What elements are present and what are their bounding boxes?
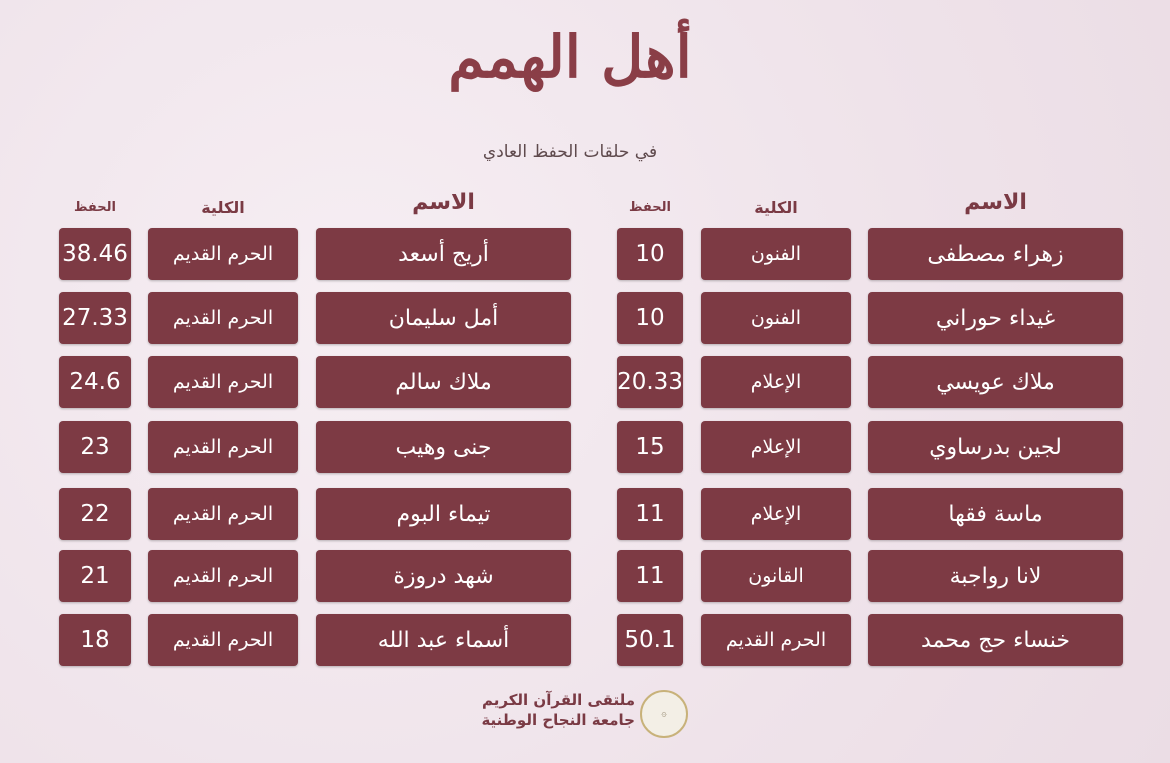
left-table-score-cell: 27.33 (59, 292, 131, 344)
left-table-name-cell: أمل سليمان (316, 292, 571, 344)
right-table-college-cell: القانون (701, 550, 851, 602)
left-table-college-cell: الحرم القديم (148, 228, 298, 280)
right-table-college-cell: الإعلام (701, 356, 851, 408)
footer-text: ملتقى القرآن الكريم جامعة النجاح الوطنية (480, 690, 635, 730)
left-table-score-cell: 38.46 (59, 228, 131, 280)
right-table-college-cell: الحرم القديم (701, 614, 851, 666)
right-table-name-cell: غيداء حوراني (868, 292, 1123, 344)
right-table-name-cell: ماسة فقها (868, 488, 1123, 540)
left-table-score-cell: 22 (59, 488, 131, 540)
left-table-name-cell: أسماء عبد الله (316, 614, 571, 666)
right-table-college-cell: الإعلام (701, 421, 851, 473)
left-header-name: الاسم (412, 190, 475, 215)
right-table-college-cell: الإعلام (701, 488, 851, 540)
page-subtitle: في حلقات الحفظ العادي (482, 142, 658, 162)
left-table-score-cell: 24.6 (59, 356, 131, 408)
left-table-score-cell: 23 (59, 421, 131, 473)
left-table-name-cell: ملاك سالم (316, 356, 571, 408)
left-header-college: الكلية (201, 198, 245, 217)
right-table-score-cell: 20.33 (617, 356, 683, 408)
right-table-score-cell: 50.1 (617, 614, 683, 666)
right-table-name-cell: ملاك عويسي (868, 356, 1123, 408)
right-table-score-cell: 15 (617, 421, 683, 473)
left-table-college-cell: الحرم القديم (148, 488, 298, 540)
right-table-score-cell: 11 (617, 550, 683, 602)
right-table-name-cell: خنساء حج محمد (868, 614, 1123, 666)
left-table-college-cell: الحرم القديم (148, 421, 298, 473)
left-table-college-cell: الحرم القديم (148, 356, 298, 408)
left-table-score-cell: 18 (59, 614, 131, 666)
left-table-college-cell: الحرم القديم (148, 292, 298, 344)
right-table-score-cell: 10 (617, 228, 683, 280)
left-header-score: الحفظ (74, 200, 116, 215)
right-table-score-cell: 10 (617, 292, 683, 344)
right-table-name-cell: لجين بدرساوي (868, 421, 1123, 473)
footer-line2: جامعة النجاح الوطنية (481, 711, 635, 729)
right-table-score-cell: 11 (617, 488, 683, 540)
left-table-name-cell: شهد دروزة (316, 550, 571, 602)
right-table-college-cell: الفنون (701, 228, 851, 280)
left-table-college-cell: الحرم القديم (148, 550, 298, 602)
right-header-name: الاسم (964, 190, 1027, 215)
left-table-score-cell: 21 (59, 550, 131, 602)
left-table-college-cell: الحرم القديم (148, 614, 298, 666)
right-header-college: الكلية (754, 198, 798, 217)
page-title: أهل الهمم (448, 23, 692, 91)
right-table-name-cell: لانا رواجبة (868, 550, 1123, 602)
right-table-college-cell: الفنون (701, 292, 851, 344)
left-table-name-cell: أريج أسعد (316, 228, 571, 280)
right-table-name-cell: زهراء مصطفى (868, 228, 1123, 280)
left-table-name-cell: تيماء البوم (316, 488, 571, 540)
footer-line1: ملتقى القرآن الكريم (481, 691, 635, 709)
left-table-name-cell: جنى وهيب (316, 421, 571, 473)
right-header-score: الحفظ (629, 200, 671, 215)
quran-forum-logo: ۞ (640, 690, 688, 738)
